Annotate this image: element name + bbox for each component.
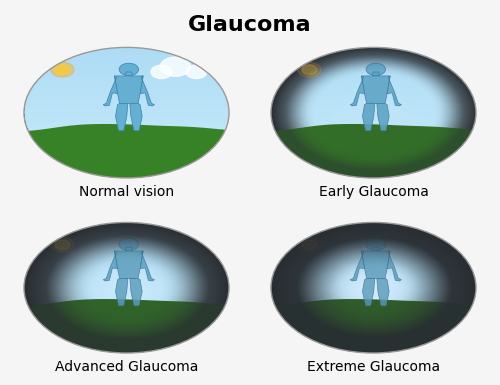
Polygon shape <box>130 103 142 131</box>
Polygon shape <box>24 299 229 357</box>
Circle shape <box>302 240 317 249</box>
Polygon shape <box>103 76 118 106</box>
Polygon shape <box>350 76 364 106</box>
Circle shape <box>298 237 321 252</box>
Polygon shape <box>362 76 390 103</box>
Circle shape <box>55 65 70 74</box>
Polygon shape <box>372 72 380 76</box>
Polygon shape <box>125 72 132 76</box>
Polygon shape <box>271 124 476 182</box>
Circle shape <box>298 62 321 77</box>
Polygon shape <box>103 251 118 281</box>
Text: Normal vision: Normal vision <box>79 185 174 199</box>
Polygon shape <box>271 299 476 357</box>
Polygon shape <box>130 278 142 306</box>
Circle shape <box>151 65 172 79</box>
Polygon shape <box>140 251 154 281</box>
Polygon shape <box>350 251 364 281</box>
Polygon shape <box>125 247 132 251</box>
Polygon shape <box>362 103 375 131</box>
Polygon shape <box>140 76 154 106</box>
Circle shape <box>366 63 386 75</box>
Text: Early Glaucoma: Early Glaucoma <box>318 185 428 199</box>
Polygon shape <box>24 124 229 182</box>
Polygon shape <box>114 76 143 103</box>
Circle shape <box>186 65 207 79</box>
Circle shape <box>51 237 74 252</box>
Polygon shape <box>377 278 389 306</box>
Circle shape <box>160 57 190 76</box>
Polygon shape <box>114 251 143 278</box>
Text: Advanced Glaucoma: Advanced Glaucoma <box>55 360 198 375</box>
Polygon shape <box>116 103 128 131</box>
Circle shape <box>51 62 74 77</box>
Circle shape <box>119 63 139 75</box>
Polygon shape <box>377 103 389 131</box>
Circle shape <box>366 238 386 251</box>
Polygon shape <box>372 247 380 251</box>
Polygon shape <box>362 251 390 278</box>
Circle shape <box>55 240 70 249</box>
Polygon shape <box>387 251 402 281</box>
Circle shape <box>302 65 317 74</box>
Circle shape <box>119 238 139 251</box>
Polygon shape <box>116 278 128 306</box>
Polygon shape <box>362 278 375 306</box>
Text: Glaucoma: Glaucoma <box>188 15 312 35</box>
Text: Extreme Glaucoma: Extreme Glaucoma <box>307 360 440 375</box>
Polygon shape <box>387 76 402 106</box>
